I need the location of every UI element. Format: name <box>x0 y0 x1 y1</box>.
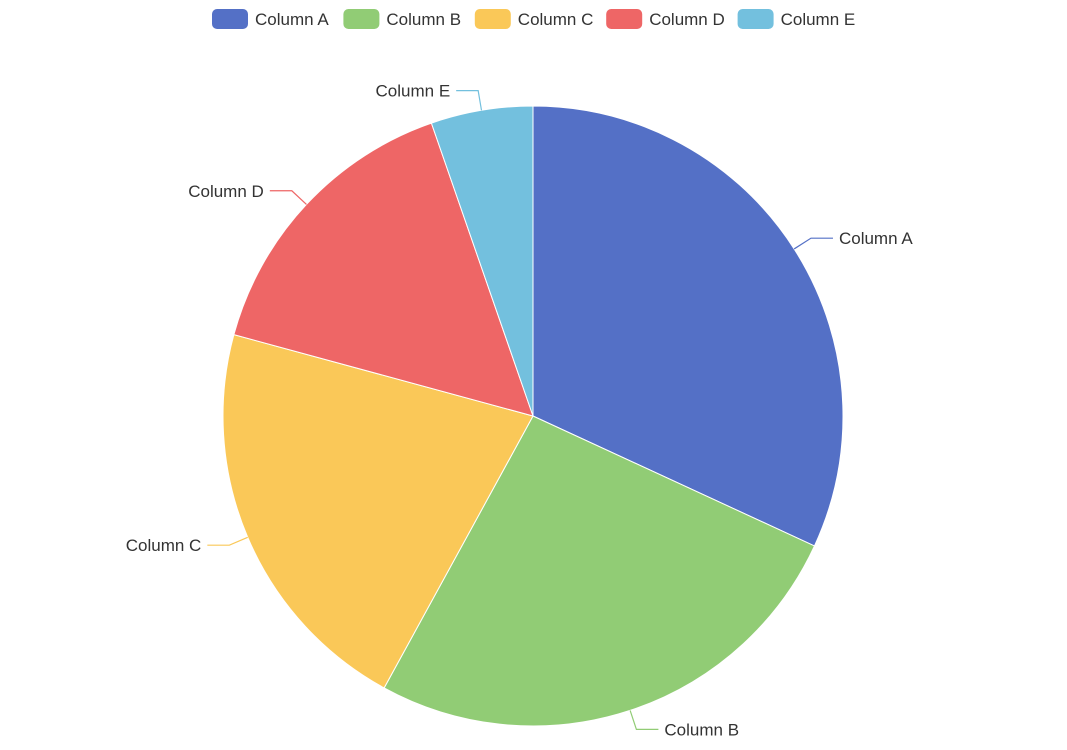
legend-label-column-a: Column A <box>255 10 329 29</box>
pie-slices <box>222 105 844 727</box>
legend-item-column-a[interactable]: Column A <box>212 9 329 29</box>
legend-label-column-d: Column D <box>649 10 725 29</box>
legend-item-column-e[interactable]: Column E <box>737 9 856 29</box>
slice-label-column-d: Column D <box>188 182 264 201</box>
legend-swatch-column-a <box>212 9 248 29</box>
leader-line-column-b <box>629 710 659 730</box>
pie-slice-column-d[interactable] <box>233 122 534 417</box>
pie-slice-column-e[interactable] <box>430 105 534 417</box>
slice-label-column-c: Column C <box>126 536 202 555</box>
legend-swatch-column-e <box>737 9 774 29</box>
label-leader-lines <box>207 89 833 730</box>
pie-slice-column-b[interactable] <box>383 415 816 727</box>
legend-item-column-b[interactable]: Column B <box>343 9 461 29</box>
leader-line-column-a <box>793 237 833 250</box>
leader-line-column-d <box>269 190 307 205</box>
legend-item-column-d[interactable]: Column D <box>606 9 725 29</box>
legend-label-column-b: Column B <box>386 10 461 29</box>
slice-label-column-e: Column E <box>376 82 451 101</box>
legend-swatch-column-c <box>474 9 511 29</box>
slice-label-column-b: Column B <box>664 720 739 739</box>
slice-labels: Column A Column B Column C Column D Column E <box>126 82 914 740</box>
leader-line-column-c <box>207 536 248 546</box>
legend-label-column-c: Column C <box>518 10 594 29</box>
legend-label-column-e: Column E <box>781 10 856 29</box>
legend-swatch-column-b <box>343 9 380 29</box>
slice-label-column-a: Column A <box>839 229 913 248</box>
legend: Column A Column B Column C Column D Column E <box>212 9 855 29</box>
pie-slice-column-a[interactable] <box>532 105 844 547</box>
pie-slice-column-c[interactable] <box>222 334 534 689</box>
legend-swatch-column-d <box>606 9 643 29</box>
legend-item-column-c[interactable]: Column C <box>474 9 594 29</box>
leader-line-column-e <box>456 89 483 111</box>
